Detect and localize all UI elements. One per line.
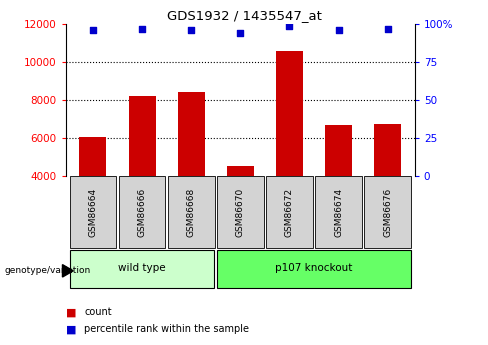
Point (237, 30, 244, 36)
Bar (128, 96, 156, 176)
Text: count: count (84, 307, 112, 317)
Point (187, 28, 195, 33)
Bar (227, 166, 254, 176)
Bar (178, 91, 204, 176)
Text: genotype/variation: genotype/variation (5, 266, 91, 275)
Bar (365, 176, 411, 248)
Point (335, 28, 343, 33)
Text: wild type: wild type (118, 263, 166, 273)
Text: GSM86668: GSM86668 (187, 188, 196, 237)
Point (384, 26, 392, 31)
Bar (70, 250, 214, 288)
Text: GSM86670: GSM86670 (236, 188, 245, 237)
Bar (70, 176, 116, 248)
Point (89, 28, 97, 33)
Bar (266, 176, 313, 248)
Text: percentile rank within the sample: percentile rank within the sample (84, 325, 249, 334)
Text: GDS1932 / 1435547_at: GDS1932 / 1435547_at (166, 9, 322, 22)
Point (285, 23, 293, 28)
Text: ■: ■ (66, 325, 77, 334)
Bar (217, 250, 411, 288)
Text: ■: ■ (66, 307, 77, 317)
Text: p107 knockout: p107 knockout (275, 263, 353, 273)
Bar (80, 137, 106, 176)
Bar (325, 125, 352, 176)
Text: GSM86674: GSM86674 (334, 188, 343, 237)
Polygon shape (62, 265, 73, 277)
Text: GSM86666: GSM86666 (138, 188, 146, 237)
Text: GSM86676: GSM86676 (383, 188, 392, 237)
Text: GSM86664: GSM86664 (88, 188, 98, 237)
Bar (119, 176, 165, 248)
Bar (217, 176, 264, 248)
Text: GSM86672: GSM86672 (285, 188, 294, 237)
Bar (168, 176, 215, 248)
Bar (276, 51, 303, 176)
Point (138, 26, 146, 31)
Bar (374, 124, 401, 176)
Bar (315, 176, 362, 248)
